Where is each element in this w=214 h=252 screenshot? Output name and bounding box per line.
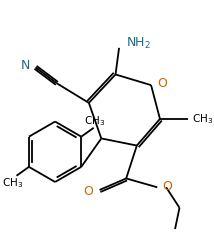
Text: CH$_3$: CH$_3$ [2,176,24,190]
Text: O: O [83,185,93,198]
Text: CH$_3$: CH$_3$ [192,112,213,126]
Text: CH$_3$: CH$_3$ [84,115,105,129]
Text: O: O [157,77,167,90]
Text: NH$_2$: NH$_2$ [126,36,151,51]
Text: N: N [21,59,30,72]
Text: O: O [163,180,172,193]
